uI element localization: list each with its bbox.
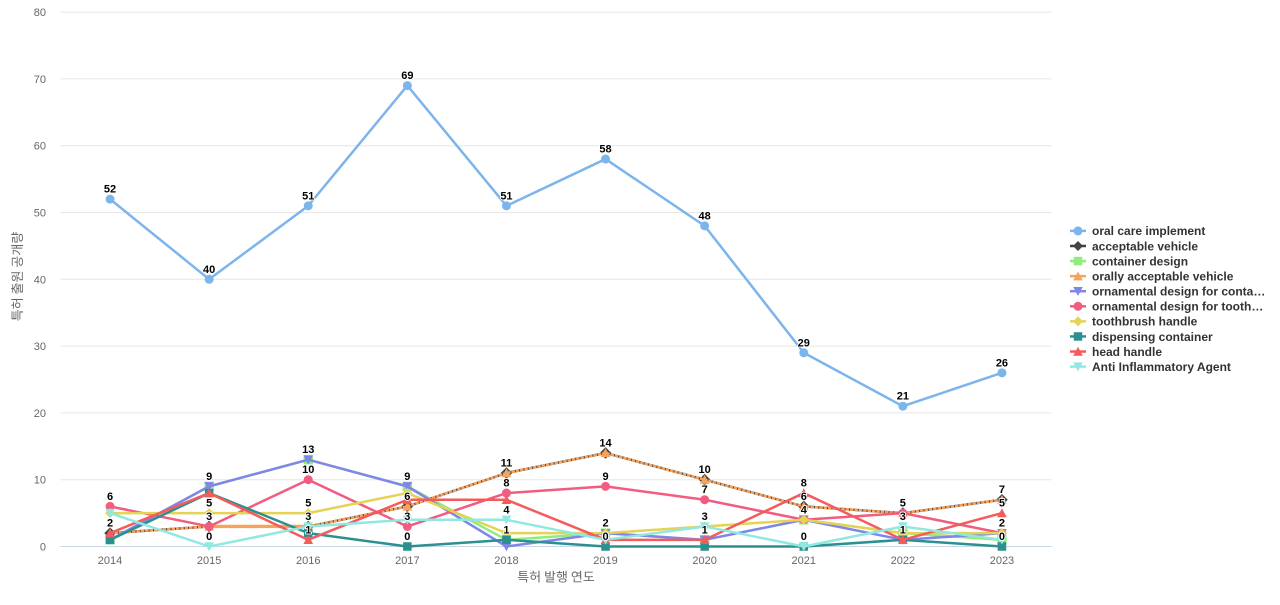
svg-text:1: 1 xyxy=(305,524,311,536)
svg-text:3: 3 xyxy=(305,511,311,523)
svg-text:ornamental design for conta…: ornamental design for conta… xyxy=(1092,285,1265,299)
svg-text:80: 80 xyxy=(34,7,46,19)
svg-text:7: 7 xyxy=(999,484,1005,496)
svg-text:40: 40 xyxy=(34,274,46,286)
svg-text:3: 3 xyxy=(900,511,906,523)
svg-text:0: 0 xyxy=(602,531,608,543)
svg-text:2: 2 xyxy=(999,518,1005,530)
svg-text:2015: 2015 xyxy=(197,555,221,567)
svg-text:7: 7 xyxy=(702,484,708,496)
svg-text:69: 69 xyxy=(401,70,413,82)
svg-text:1: 1 xyxy=(900,524,906,536)
svg-text:11: 11 xyxy=(501,458,513,470)
svg-text:6: 6 xyxy=(801,491,807,503)
svg-text:6: 6 xyxy=(404,491,410,503)
svg-text:3: 3 xyxy=(404,511,410,523)
svg-text:5: 5 xyxy=(206,498,212,510)
svg-text:2: 2 xyxy=(602,518,608,530)
svg-text:20: 20 xyxy=(34,408,46,420)
svg-text:2016: 2016 xyxy=(296,555,320,567)
svg-text:13: 13 xyxy=(302,444,314,456)
svg-text:5: 5 xyxy=(305,498,311,510)
svg-text:oral care implement: oral care implement xyxy=(1092,224,1205,238)
svg-text:acceptable vehicle: acceptable vehicle xyxy=(1092,239,1198,253)
svg-text:2017: 2017 xyxy=(395,555,419,567)
svg-text:4: 4 xyxy=(503,504,510,516)
svg-text:6: 6 xyxy=(107,491,113,503)
svg-text:8: 8 xyxy=(503,478,509,490)
svg-text:50: 50 xyxy=(34,208,46,220)
svg-text:2020: 2020 xyxy=(692,555,716,567)
svg-text:51: 51 xyxy=(302,190,314,202)
svg-text:9: 9 xyxy=(206,471,212,483)
svg-text:toothbrush handle: toothbrush handle xyxy=(1092,315,1198,329)
svg-text:2019: 2019 xyxy=(593,555,617,567)
svg-text:29: 29 xyxy=(798,337,810,349)
svg-text:51: 51 xyxy=(500,190,512,202)
svg-text:40: 40 xyxy=(203,264,215,276)
svg-text:1: 1 xyxy=(503,524,509,536)
svg-text:container design: container design xyxy=(1092,254,1188,268)
svg-text:26: 26 xyxy=(996,357,1008,369)
svg-text:1: 1 xyxy=(702,524,708,536)
svg-text:2014: 2014 xyxy=(98,555,122,567)
svg-text:2023: 2023 xyxy=(990,555,1014,567)
svg-text:48: 48 xyxy=(699,210,711,222)
svg-text:2018: 2018 xyxy=(494,555,518,567)
svg-text:8: 8 xyxy=(801,478,807,490)
svg-text:0: 0 xyxy=(206,531,212,543)
svg-text:0: 0 xyxy=(40,542,46,554)
svg-text:52: 52 xyxy=(104,184,116,196)
svg-text:3: 3 xyxy=(206,511,212,523)
svg-text:10: 10 xyxy=(34,475,46,487)
svg-text:14: 14 xyxy=(599,437,612,449)
svg-text:0: 0 xyxy=(404,531,410,543)
svg-text:0: 0 xyxy=(801,531,807,543)
svg-text:3: 3 xyxy=(702,511,708,523)
svg-text:5: 5 xyxy=(999,498,1005,510)
svg-text:21: 21 xyxy=(897,391,909,403)
svg-text:60: 60 xyxy=(34,141,46,153)
svg-text:9: 9 xyxy=(404,471,410,483)
svg-text:5: 5 xyxy=(900,498,906,510)
svg-text:orally acceptable vehicle: orally acceptable vehicle xyxy=(1092,269,1234,283)
svg-text:58: 58 xyxy=(599,144,611,156)
svg-text:10: 10 xyxy=(302,464,314,476)
svg-text:dispensing container: dispensing container xyxy=(1092,330,1213,344)
svg-text:9: 9 xyxy=(602,471,608,483)
svg-text:30: 30 xyxy=(34,341,46,353)
svg-text:2021: 2021 xyxy=(792,555,816,567)
svg-text:ornamental design for tooth…: ornamental design for tooth… xyxy=(1092,300,1263,314)
svg-text:70: 70 xyxy=(34,74,46,86)
svg-text:2022: 2022 xyxy=(891,555,915,567)
svg-text:0: 0 xyxy=(999,531,1005,543)
svg-text:10: 10 xyxy=(699,464,711,476)
svg-text:Anti Inflammatory Agent: Anti Inflammatory Agent xyxy=(1092,360,1231,374)
svg-text:2: 2 xyxy=(107,518,113,530)
svg-text:4: 4 xyxy=(801,504,808,516)
svg-text:head handle: head handle xyxy=(1092,345,1162,359)
